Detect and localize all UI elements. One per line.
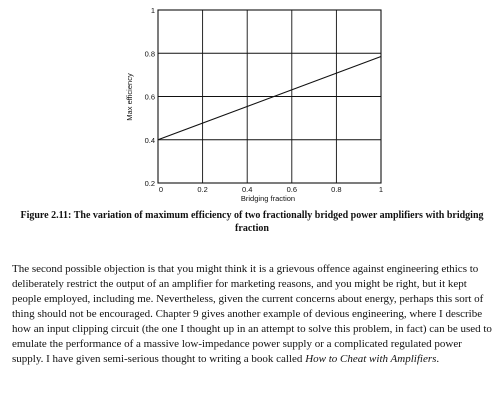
x-tick-label: 0.8	[331, 185, 341, 194]
y-axis-label: Max efficiency	[125, 73, 134, 121]
book-title: How to Cheat with Amplifiers	[305, 353, 437, 365]
x-tick-label: 0.6	[287, 185, 297, 194]
y-tick-label: 1	[151, 6, 155, 15]
y-tick-label: 0.4	[145, 136, 155, 145]
body-paragraph: The second possible objection is that yo…	[12, 262, 494, 367]
figure-caption: Figure 2.11: The variation of maximum ef…	[14, 209, 490, 235]
body-text-main: The second possible objection is that yo…	[12, 263, 492, 365]
x-axis-label: Bridging fraction	[241, 194, 295, 203]
x-tick-label: 0	[159, 185, 163, 194]
efficiency-series-line	[157, 55, 382, 141]
body-text-end: .	[436, 353, 440, 365]
efficiency-chart: 0 0.2 0.4 0.6 0.8 1 0.2 0.4 0.6 0.8 1 Bridging fra…	[125, 6, 384, 203]
figure-label: Figure 2.11:	[20, 210, 72, 221]
y-tick-label: 0.8	[145, 49, 155, 58]
y-tick-label: 0.2	[145, 179, 155, 188]
x-tick-label: 0.4	[242, 185, 252, 194]
x-tick-label: 1	[379, 185, 383, 194]
chart-grid	[157, 9, 382, 184]
chart-marks	[157, 55, 382, 141]
figure-caption-text: The variation of maximum efficiency of t…	[73, 210, 484, 234]
x-tick-label: 0.2	[197, 185, 207, 194]
chart-ticks: 0 0.2 0.4 0.6 0.8 1 0.2 0.4 0.6 0.8 1	[145, 6, 384, 194]
y-tick-label: 0.6	[145, 93, 155, 102]
